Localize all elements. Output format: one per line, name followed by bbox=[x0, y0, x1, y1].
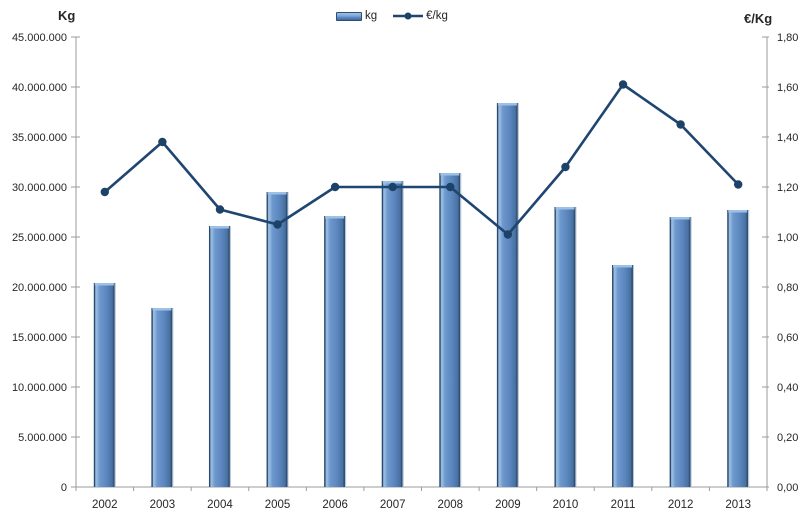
bar-top-cap-2008 bbox=[440, 173, 460, 176]
chart-legend: kg €/kg bbox=[336, 10, 448, 22]
bar-top-cap-2006 bbox=[325, 216, 345, 219]
marker-2012 bbox=[676, 120, 685, 129]
marker-2004 bbox=[215, 205, 225, 214]
bar-kg-2002 bbox=[93, 283, 116, 487]
marker-2003 bbox=[158, 137, 167, 147]
bar-top-cap-2007 bbox=[382, 181, 402, 184]
x-tick-label: 2009 bbox=[495, 499, 521, 511]
bar-kg-2008 bbox=[439, 173, 462, 487]
x-tick-label: 2008 bbox=[437, 499, 463, 511]
x-tick-label: 2004 bbox=[207, 499, 233, 511]
y-tick-label-left: 15.000.000 bbox=[12, 332, 67, 344]
marker-2007 bbox=[388, 182, 397, 192]
bar-top-cap-2002 bbox=[94, 283, 114, 286]
bar-top-cap-2004 bbox=[209, 226, 229, 229]
right-axis-title: €/Kg bbox=[744, 11, 773, 26]
bar-kg-2003 bbox=[151, 308, 174, 487]
marker-2006 bbox=[330, 182, 340, 192]
bar-top-cap-2011 bbox=[613, 265, 633, 268]
x-tick-label: 2011 bbox=[611, 499, 636, 511]
y-tick-label-left: 10.000.000 bbox=[12, 382, 67, 394]
y-tick-label-right: 1,60 bbox=[777, 82, 798, 94]
y-tick-label-left: 35.000.000 bbox=[12, 132, 67, 144]
bar-top-cap-2013 bbox=[728, 210, 748, 213]
bar-top-cap-2010 bbox=[555, 207, 575, 210]
y-tick-label-right: 1,80 bbox=[777, 32, 798, 44]
bar-swatch-icon bbox=[336, 11, 362, 21]
y-tick-label-right: 0,20 bbox=[777, 432, 798, 444]
bar-kg-2004 bbox=[208, 226, 231, 487]
bar-kg-2007 bbox=[381, 181, 404, 487]
x-tick-label: 2002 bbox=[92, 499, 118, 511]
bar-kg-2012 bbox=[669, 217, 692, 487]
marker-2002 bbox=[100, 187, 109, 197]
marker-2010 bbox=[561, 162, 570, 172]
bar-top-cap-2012 bbox=[670, 217, 690, 220]
x-tick-label: 2012 bbox=[668, 499, 694, 511]
y-tick-label-left: 30.000.000 bbox=[12, 182, 67, 194]
y-tick-label-left: 0 bbox=[61, 482, 67, 494]
y-tick-label-left: 25.000.000 bbox=[12, 232, 67, 244]
marker-2011 bbox=[618, 80, 628, 89]
y-tick-label-right: 0,00 bbox=[777, 482, 798, 494]
line-eur-per-kg bbox=[103, 83, 740, 236]
bar-kg-2013 bbox=[727, 210, 750, 487]
x-tick-label: 2010 bbox=[553, 499, 579, 511]
x-tick-label: 2003 bbox=[150, 499, 176, 511]
y-tick-label-right: 1,00 bbox=[777, 232, 798, 244]
bar-top-cap-2009 bbox=[497, 103, 517, 106]
y-tick-label-right: 0,60 bbox=[777, 332, 798, 344]
legend-label-kg: kg bbox=[365, 10, 378, 22]
x-tick-label: 2007 bbox=[380, 499, 406, 511]
y-tick-label-right: 0,40 bbox=[777, 382, 798, 394]
left-axis-title: Kg bbox=[58, 8, 76, 23]
marker-2013 bbox=[734, 180, 743, 189]
x-tick-label: 2006 bbox=[322, 499, 348, 511]
bar-top-cap-2003 bbox=[152, 308, 172, 311]
legend-item-eur-per-kg: €/kg bbox=[393, 10, 448, 22]
bar-kg-2011 bbox=[612, 265, 635, 487]
line-dot-swatch-icon bbox=[393, 12, 424, 20]
bar-kg-2005 bbox=[266, 192, 289, 487]
y-tick-label-right: 1,20 bbox=[777, 182, 798, 194]
bar-kg-2006 bbox=[324, 216, 347, 487]
y-tick-label-left: 40.000.000 bbox=[12, 82, 67, 94]
bar-top-cap-2005 bbox=[267, 192, 287, 195]
y-tick-label-right: 0,80 bbox=[777, 282, 798, 294]
legend-item-kg: kg bbox=[336, 10, 377, 22]
y-tick-label-left: 5.000.000 bbox=[18, 432, 67, 444]
y-tick-label-left: 45.000.000 bbox=[12, 32, 67, 44]
bar-kg-2009 bbox=[496, 103, 519, 487]
marker-2005 bbox=[273, 220, 282, 229]
x-tick-label: 2013 bbox=[725, 499, 751, 511]
y-tick-label-left: 20.000.000 bbox=[12, 282, 67, 294]
y-tick-label-right: 1,40 bbox=[777, 132, 798, 144]
marker-2009 bbox=[503, 230, 513, 239]
x-tick-label: 2005 bbox=[265, 499, 291, 511]
bar-kg-2010 bbox=[554, 207, 577, 487]
marker-2008 bbox=[446, 182, 455, 192]
legend-label-eur-per-kg: €/kg bbox=[426, 10, 448, 22]
